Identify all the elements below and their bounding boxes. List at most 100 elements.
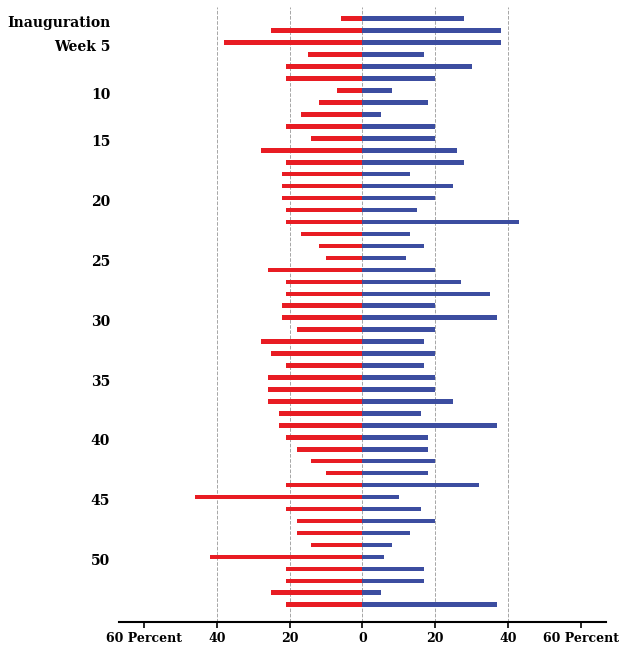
Bar — [362, 351, 435, 356]
Bar — [272, 29, 362, 33]
Bar — [195, 495, 362, 499]
Bar — [224, 40, 362, 45]
Bar — [362, 16, 464, 21]
Bar — [362, 411, 421, 415]
Bar — [362, 88, 392, 93]
Bar — [286, 578, 362, 583]
Bar — [272, 591, 362, 595]
Bar — [362, 435, 428, 439]
Bar — [282, 316, 362, 320]
Bar — [362, 316, 497, 320]
Bar — [312, 136, 362, 141]
Bar — [362, 507, 421, 511]
Bar — [362, 124, 435, 128]
Bar — [297, 519, 362, 524]
Bar — [268, 387, 362, 392]
Bar — [362, 136, 435, 141]
Bar — [362, 555, 384, 559]
Bar — [282, 196, 362, 200]
Bar — [362, 52, 424, 57]
Bar — [326, 471, 362, 475]
Bar — [362, 112, 381, 117]
Bar — [362, 567, 424, 571]
Bar — [362, 423, 497, 428]
Bar — [286, 76, 362, 81]
Bar — [268, 399, 362, 404]
Bar — [326, 256, 362, 260]
Bar — [362, 483, 479, 488]
Bar — [362, 471, 428, 475]
Bar — [268, 375, 362, 379]
Bar — [362, 40, 501, 45]
Bar — [286, 435, 362, 439]
Bar — [286, 160, 362, 164]
Bar — [312, 459, 362, 464]
Bar — [362, 100, 428, 105]
Bar — [362, 148, 457, 153]
Bar — [362, 363, 424, 368]
Bar — [362, 244, 424, 248]
Bar — [362, 196, 435, 200]
Bar — [362, 387, 435, 392]
Bar — [279, 411, 362, 415]
Bar — [286, 220, 362, 224]
Bar — [362, 591, 381, 595]
Bar — [268, 267, 362, 272]
Bar — [362, 495, 399, 499]
Bar — [286, 124, 362, 128]
Bar — [362, 519, 435, 524]
Bar — [362, 220, 519, 224]
Bar — [362, 256, 406, 260]
Bar — [362, 267, 435, 272]
Bar — [362, 602, 497, 607]
Bar — [362, 280, 461, 284]
Bar — [210, 555, 362, 559]
Bar — [286, 208, 362, 213]
Bar — [362, 29, 501, 33]
Bar — [362, 76, 435, 81]
Bar — [297, 327, 362, 332]
Bar — [260, 148, 362, 153]
Bar — [362, 303, 435, 308]
Bar — [286, 363, 362, 368]
Bar — [286, 280, 362, 284]
Bar — [362, 578, 424, 583]
Bar — [362, 291, 490, 296]
Bar — [362, 339, 424, 344]
Bar — [279, 423, 362, 428]
Bar — [341, 16, 362, 21]
Bar — [286, 65, 362, 69]
Bar — [286, 602, 362, 607]
Bar — [362, 327, 435, 332]
Bar — [286, 567, 362, 571]
Bar — [286, 483, 362, 488]
Bar — [362, 208, 417, 213]
Bar — [362, 184, 453, 188]
Bar — [282, 184, 362, 188]
Bar — [362, 231, 410, 236]
Bar — [282, 303, 362, 308]
Bar — [300, 231, 362, 236]
Bar — [312, 542, 362, 547]
Bar — [286, 507, 362, 511]
Bar — [362, 65, 471, 69]
Bar — [297, 447, 362, 452]
Bar — [272, 351, 362, 356]
Bar — [282, 172, 362, 177]
Bar — [362, 531, 410, 535]
Bar — [362, 375, 435, 379]
Bar — [362, 459, 435, 464]
Bar — [300, 112, 362, 117]
Bar — [297, 531, 362, 535]
Bar — [286, 291, 362, 296]
Bar — [319, 244, 362, 248]
Bar — [362, 172, 410, 177]
Bar — [362, 399, 453, 404]
Bar — [319, 100, 362, 105]
Bar — [337, 88, 362, 93]
Bar — [362, 160, 464, 164]
Bar — [260, 339, 362, 344]
Bar — [362, 542, 392, 547]
Bar — [362, 447, 428, 452]
Bar — [308, 52, 362, 57]
